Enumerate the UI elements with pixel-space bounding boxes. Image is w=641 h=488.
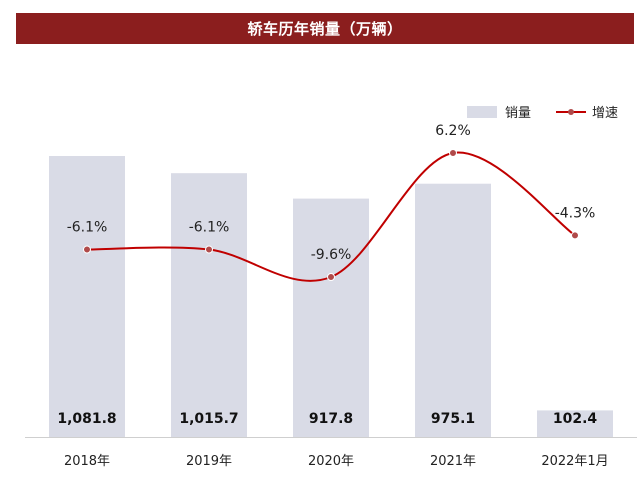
growth-point-4	[571, 231, 579, 240]
x-tick-label-1: 2019年	[186, 454, 232, 469]
growth-point-0	[83, 245, 91, 254]
bar-4	[537, 410, 613, 437]
bar-value-label-2: 917.8	[309, 411, 353, 427]
chart-title: 轿车历年销量（万辆）	[247, 20, 403, 38]
bar-3	[415, 183, 491, 437]
growth-label-0: -6.1%	[67, 220, 108, 236]
bar-1	[171, 173, 247, 438]
growth-line	[86, 151, 576, 282]
bar-2	[293, 198, 369, 437]
x-tick-label-0: 2018年	[64, 454, 110, 469]
bar-value-label-4: 102.4	[553, 411, 598, 427]
x-tick-label-4: 2022年1月	[541, 454, 608, 469]
x-tick-label-2: 2020年	[308, 454, 354, 469]
bar-value-label-1: 1,015.7	[179, 411, 238, 427]
bar-value-label-0: 1,081.8	[57, 411, 116, 427]
legend-line-label: 增速	[592, 106, 618, 121]
growth-point-1	[205, 245, 213, 254]
growth-label-4: -4.3%	[555, 205, 596, 221]
growth-label-3: 6.2%	[435, 123, 471, 139]
bar-0	[49, 156, 125, 437]
x-tick-label-3: 2021年	[430, 454, 476, 469]
chart-title-bar: 轿车历年销量（万辆）	[16, 13, 634, 44]
growth-label-2: -9.6%	[311, 247, 352, 263]
growth-point-3	[449, 149, 457, 157]
legend-bar-swatch	[467, 106, 497, 118]
legend-bar-label: 销量	[505, 106, 531, 121]
bar-value-label-3: 975.1	[431, 411, 475, 427]
growth-label-1: -6.1%	[189, 220, 230, 236]
growth-point-2	[327, 273, 335, 281]
legend-line-marker	[568, 109, 574, 115]
